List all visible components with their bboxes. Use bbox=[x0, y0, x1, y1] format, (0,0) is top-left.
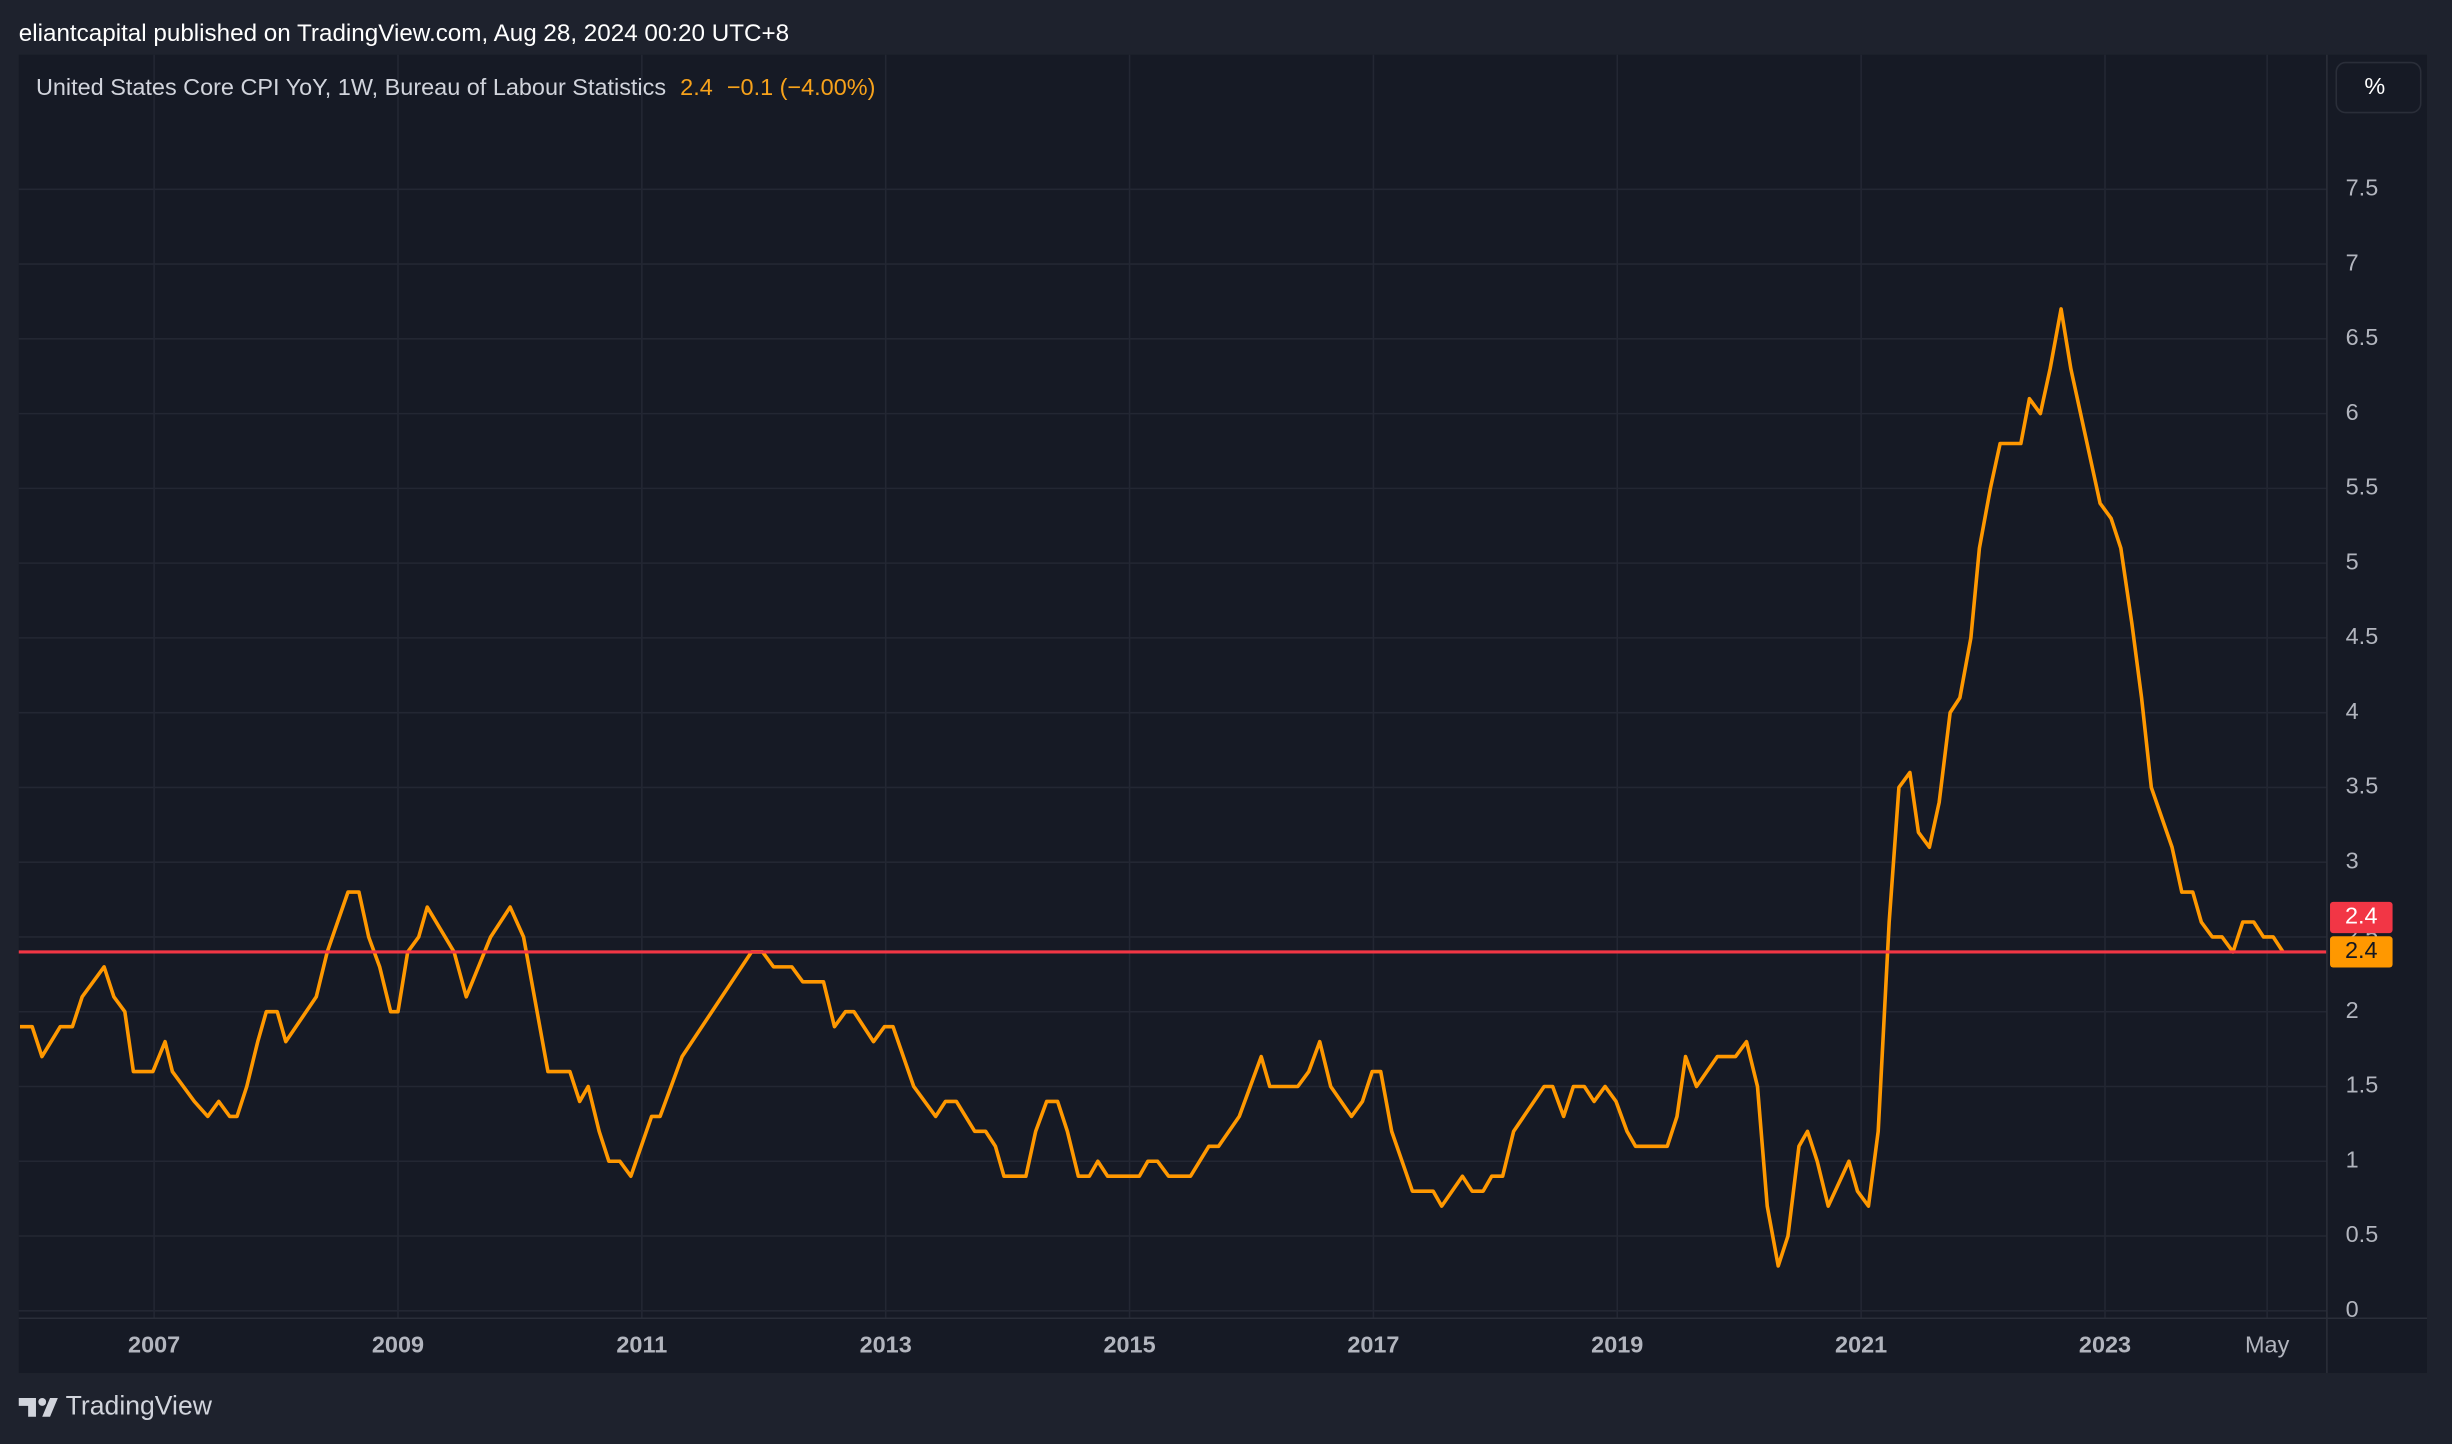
plot bbox=[18, 54, 2327, 1319]
y-tick-label: 4.5 bbox=[2346, 623, 2379, 649]
legend-change: −0.1 (−4.00%) bbox=[727, 74, 876, 100]
x-tick-label: 2021 bbox=[1835, 1332, 1887, 1358]
y-tick-label: 7.5 bbox=[2346, 174, 2379, 200]
y-tick-label: 4 bbox=[2346, 698, 2359, 724]
y-tick-label: 1.5 bbox=[2346, 1072, 2379, 1098]
tradingview-logo: TradingView bbox=[18, 1390, 213, 1420]
price-line-label: 2.4 bbox=[2345, 903, 2378, 929]
header: eliantcapital published on TradingView.c… bbox=[19, 20, 789, 47]
y-tick-label: 0.5 bbox=[2346, 1221, 2379, 1247]
y-tick-label: 5 bbox=[2346, 548, 2359, 574]
x-tick-label: 2013 bbox=[860, 1332, 912, 1358]
y-tick-label: 1 bbox=[2346, 1146, 2359, 1172]
x-tick-label: 2023 bbox=[2079, 1332, 2131, 1358]
x-tick-label: 2007 bbox=[128, 1332, 180, 1358]
last-value-tag bbox=[2330, 936, 2393, 968]
data-line bbox=[19, 307, 2285, 1268]
legend: United States Core CPI YoY, 1W, Bureau o… bbox=[36, 74, 875, 100]
x-tick-label: 2011 bbox=[616, 1332, 667, 1358]
x-tick-label: 2015 bbox=[1103, 1332, 1155, 1358]
legend-title: United States Core CPI YoY, 1W, Bureau o… bbox=[36, 74, 666, 100]
x-tick-label: 2017 bbox=[1347, 1332, 1399, 1358]
y-tick-label: 6.5 bbox=[2346, 324, 2379, 350]
logo-icon bbox=[18, 1398, 58, 1417]
last-value-label: 2.4 bbox=[2345, 937, 2378, 963]
y-tick-label: 3 bbox=[2346, 847, 2359, 873]
logo-dot bbox=[38, 1398, 47, 1406]
unit-label[interactable]: % bbox=[2364, 73, 2385, 99]
x-tick-label: 2009 bbox=[372, 1332, 424, 1358]
x-tick-label: May bbox=[2245, 1332, 2290, 1358]
y-tick-label: 2 bbox=[2346, 997, 2359, 1023]
y-tick-label: 0 bbox=[2346, 1296, 2359, 1322]
y-tick-label: 5.5 bbox=[2346, 474, 2379, 500]
chart-panel bbox=[18, 54, 2427, 1374]
y-tick-label: 7 bbox=[2346, 249, 2359, 275]
footer-brand: TradingView bbox=[66, 1390, 213, 1420]
legend-value: 2.4 bbox=[680, 74, 713, 100]
price-line-tag bbox=[2330, 901, 2393, 934]
unit-button[interactable] bbox=[2335, 61, 2422, 114]
y-tick-label: 3.5 bbox=[2346, 773, 2379, 799]
y-tick-label: 6 bbox=[2346, 399, 2359, 425]
x-tick-label: 2019 bbox=[1591, 1332, 1643, 1358]
